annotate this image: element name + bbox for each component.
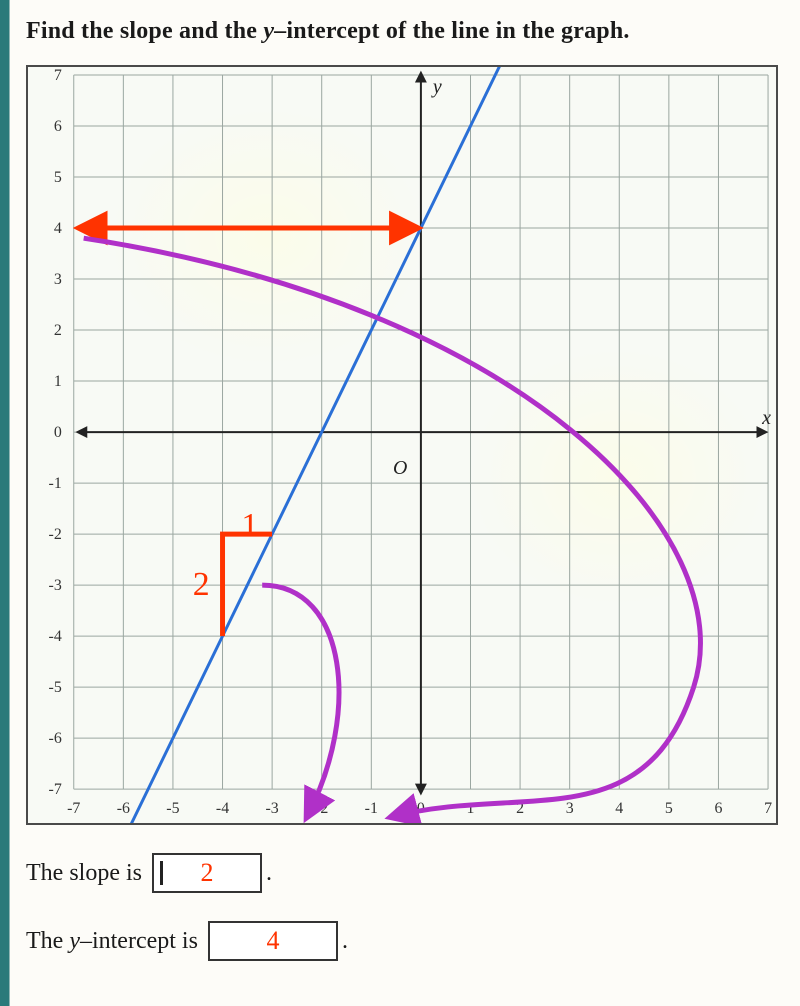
svg-text:6: 6: [714, 800, 722, 817]
svg-text:4: 4: [54, 220, 62, 237]
svg-text:-5: -5: [166, 800, 179, 817]
cursor-icon: [160, 861, 163, 885]
svg-text:-2: -2: [315, 800, 328, 817]
svg-text:5: 5: [665, 800, 673, 817]
svg-text:-6: -6: [117, 800, 130, 817]
slope-label: The slope is: [26, 860, 142, 887]
graph-svg: -7-6-5-4-3-2-101234567-7-6-5-4-3-2-10123…: [28, 67, 776, 823]
period: .: [342, 928, 348, 955]
yint-value: 4: [266, 926, 279, 956]
prompt-rest: intercept of the line in the graph.: [286, 18, 629, 44]
svg-text:3: 3: [54, 271, 62, 288]
period: .: [266, 860, 272, 887]
svg-text:-1: -1: [49, 475, 62, 492]
slope-input[interactable]: 2: [152, 853, 262, 893]
svg-text:-6: -6: [49, 730, 62, 747]
yint-answer-line: The y–intercept is 4 .: [26, 921, 784, 961]
slope-value: 2: [200, 858, 213, 888]
svg-text:-1: -1: [365, 800, 378, 817]
svg-text:-7: -7: [67, 800, 80, 817]
prompt-sep: –: [274, 18, 286, 44]
svg-text:7: 7: [54, 67, 62, 84]
y-axis-label: y: [431, 76, 442, 98]
prompt-before: Find the slope and the: [26, 18, 263, 44]
svg-text:2: 2: [54, 322, 62, 339]
origin-label: O: [393, 457, 407, 479]
svg-text:-3: -3: [265, 800, 278, 817]
slope-answer-line: The slope is 2 .: [26, 853, 784, 893]
worksheet-page: Find the slope and the y–intercept of th…: [10, 0, 800, 1006]
svg-text:1: 1: [54, 373, 62, 390]
svg-text:-4: -4: [49, 628, 62, 645]
svg-text:-2: -2: [49, 526, 62, 543]
run-label: 1: [241, 507, 258, 544]
svg-text:4: 4: [615, 800, 623, 817]
svg-text:5: 5: [54, 169, 62, 186]
axes: [78, 73, 766, 793]
svg-text:7: 7: [764, 800, 772, 817]
svg-text:3: 3: [566, 800, 574, 817]
graph-container: -7-6-5-4-3-2-101234567-7-6-5-4-3-2-10123…: [26, 65, 778, 825]
tick-labels: -7-6-5-4-3-2-101234567-7-6-5-4-3-2-10123…: [49, 67, 773, 817]
graph-line: [123, 67, 500, 823]
purple-arrow-slope: [262, 585, 339, 817]
yint-input[interactable]: 4: [208, 921, 338, 961]
rise-label: 2: [193, 566, 210, 603]
svg-text:0: 0: [54, 424, 62, 441]
yint-label: The y–intercept is: [26, 928, 198, 955]
svg-text:-4: -4: [216, 800, 229, 817]
svg-text:-5: -5: [49, 679, 62, 696]
svg-text:6: 6: [54, 118, 62, 135]
svg-text:-7: -7: [49, 781, 62, 798]
svg-text:-3: -3: [49, 577, 62, 594]
answers-block: The slope is 2 . The y–intercept is 4 .: [26, 853, 784, 961]
x-axis-label: x: [761, 407, 771, 429]
prompt-text: Find the slope and the y–intercept of th…: [26, 18, 784, 45]
prompt-y: y: [263, 18, 274, 44]
